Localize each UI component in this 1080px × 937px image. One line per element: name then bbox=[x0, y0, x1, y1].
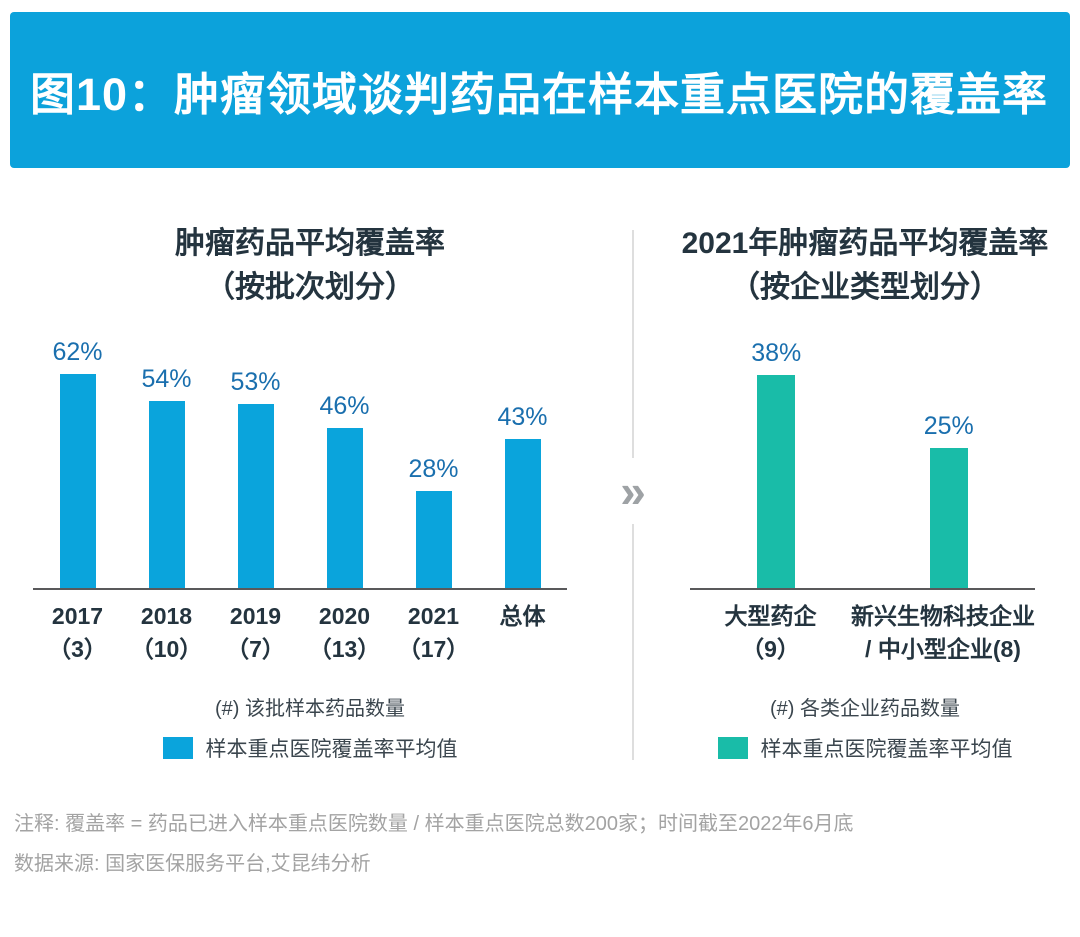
figure-title: 图10：肿瘤领域谈判药品在样本重点医院的覆盖率 bbox=[30, 68, 1049, 120]
left-chart-caption: (#) 该批样本药品数量 bbox=[215, 698, 405, 720]
right-chart-title-line1: 2021年肿瘤药品平均覆盖率 bbox=[681, 227, 1049, 260]
right-chart-x-axis-labels: 大型药企 （9） 新兴生物科技企业 / 中小型企业(8) bbox=[690, 600, 1036, 666]
bar bbox=[326, 428, 363, 588]
right-chart-legend: 样本重点医院覆盖率平均值 bbox=[650, 733, 1080, 763]
bar-group-2021: 28% bbox=[389, 338, 478, 588]
right-bar-chart-plot: 38% 25% bbox=[690, 338, 1035, 590]
left-chart-legend: 样本重点医院覆盖率平均值 bbox=[0, 733, 620, 763]
right-chart-title-line2: （按企业类型划分） bbox=[730, 271, 1000, 304]
x-axis-label: 新兴生物科技企业 / 中小型企业(8) bbox=[851, 603, 1035, 662]
bar bbox=[59, 374, 96, 588]
bar-group-2017: 62% bbox=[33, 338, 122, 588]
bar-group-总体: 43% bbox=[478, 338, 567, 588]
bar-group-新兴生物科技企业: 25% bbox=[863, 338, 1036, 588]
left-chart-title: 肿瘤药品平均覆盖率 （按批次划分） bbox=[0, 222, 620, 310]
left-legend-swatch bbox=[162, 737, 193, 759]
bar-value-label: 43% bbox=[497, 403, 548, 431]
right-legend-label: 样本重点医院覆盖率平均值 bbox=[760, 738, 1013, 761]
footnotes: 注释: 覆盖率 = 药品已进入样本重点医院数量 / 样本重点医院总数200家；时… bbox=[14, 804, 854, 884]
bar-group-2020: 46% bbox=[300, 338, 389, 588]
bar bbox=[757, 375, 796, 588]
bar-value-label: 25% bbox=[923, 412, 974, 440]
bar-value-label: 62% bbox=[52, 338, 103, 366]
bar-value-label: 28% bbox=[408, 455, 459, 483]
x-axis-label: 2021 （17） bbox=[397, 603, 470, 662]
bar bbox=[929, 448, 968, 588]
bar-value-label: 54% bbox=[141, 365, 192, 393]
bar-value-label: 38% bbox=[751, 339, 802, 367]
bar-group-2018: 54% bbox=[122, 338, 211, 588]
x-axis-label: 2018 （10） bbox=[130, 603, 203, 662]
bar bbox=[415, 491, 452, 588]
bar-value-label: 46% bbox=[319, 392, 370, 420]
figure-header-banner: 图10：肿瘤领域谈判药品在样本重点医院的覆盖率 bbox=[10, 12, 1070, 168]
left-chart-title-line1: 肿瘤药品平均覆盖率 bbox=[175, 227, 445, 260]
x-axis-label: 2017 （3） bbox=[48, 603, 107, 662]
bar-value-label: 53% bbox=[230, 368, 281, 396]
right-chart-caption: (#) 各类企业药品数量 bbox=[770, 698, 960, 720]
left-chart-title-line2: （按批次划分） bbox=[205, 271, 415, 304]
left-chart-x-axis-labels: 2017 （3） 2018 （10） 2019 （7） 2020 （13） 2021 （17） 总体 bbox=[33, 600, 567, 666]
bar-group-大型药企: 38% bbox=[690, 338, 863, 588]
bar bbox=[504, 439, 541, 588]
bar bbox=[237, 404, 274, 588]
double-chevron-right-icon: » bbox=[601, 458, 665, 524]
right-chart-title: 2021年肿瘤药品平均覆盖率 （按企业类型划分） bbox=[650, 222, 1080, 310]
left-legend-label: 样本重点医院覆盖率平均值 bbox=[205, 738, 458, 761]
right-legend-swatch bbox=[717, 737, 748, 759]
x-axis-label: 总体 bbox=[499, 603, 546, 629]
left-bar-chart-plot: 62% 54% 53% 46% 28% 43% bbox=[33, 338, 567, 590]
bar bbox=[148, 401, 185, 588]
footnote-source: 数据来源: 国家医保服务平台,艾昆纬分析 bbox=[14, 853, 371, 875]
x-axis-label: 2020 （13） bbox=[308, 603, 381, 662]
x-axis-label: 大型药企 （9） bbox=[724, 603, 817, 662]
bar-group-2019: 53% bbox=[211, 338, 300, 588]
footnote-definition: 注释: 覆盖率 = 药品已进入样本重点医院数量 / 样本重点医院总数200家；时… bbox=[14, 813, 854, 835]
x-axis-label: 2019 （7） bbox=[226, 603, 285, 662]
